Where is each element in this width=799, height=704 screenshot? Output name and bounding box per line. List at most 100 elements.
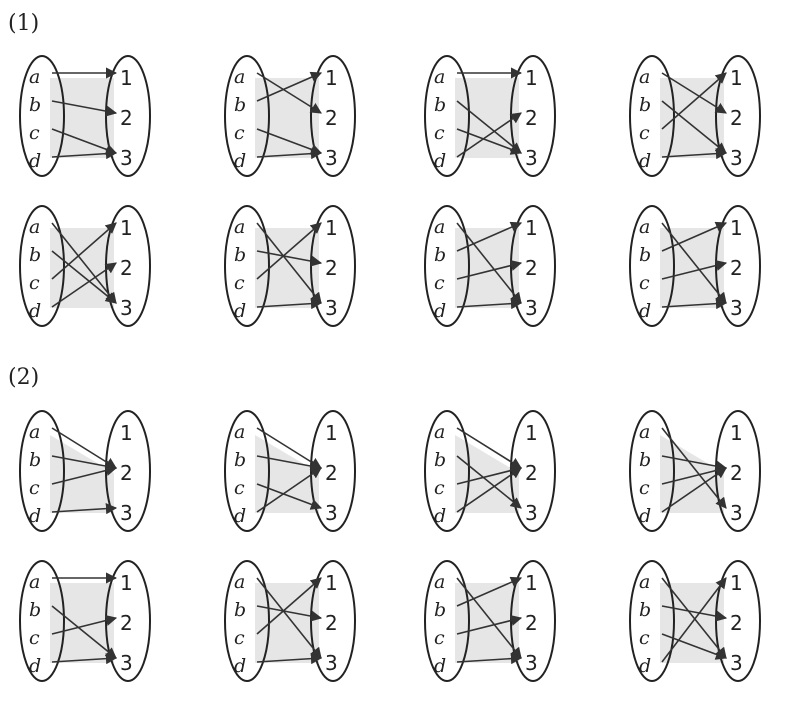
domain-element-a: a [639, 571, 650, 593]
domain-element-d: d [639, 150, 651, 172]
domain-oval [224, 560, 270, 682]
domain-element-b: b [639, 244, 651, 266]
domain-element-d: d [234, 300, 246, 322]
domain-element-a: a [639, 216, 650, 238]
domain-element-c: c [434, 627, 445, 649]
arrow-c-to-2 [51, 465, 118, 485]
codomain-element-1: 1 [525, 571, 538, 595]
domain-element-c: c [29, 272, 40, 294]
domain-oval [424, 560, 470, 682]
arrow-b-to-2 [661, 605, 728, 622]
arrow-d-to-2 [661, 467, 727, 513]
domain-element-b: b [639, 449, 651, 471]
domain-element-a: a [29, 216, 40, 238]
codomain-element-2: 2 [730, 611, 743, 635]
arrow-a-to-3 [456, 577, 522, 659]
arrow-a-to-3 [456, 222, 522, 304]
codomain-element-1: 1 [325, 216, 338, 240]
domain-oval [424, 410, 470, 532]
domain-element-d: d [434, 655, 446, 677]
domain-element-c: c [234, 477, 245, 499]
diagram-shade [255, 228, 319, 308]
arrow-a-to-3 [256, 222, 322, 304]
codomain-element-3: 3 [525, 651, 538, 675]
domain-element-c: c [29, 627, 40, 649]
arrow-c-to-1 [256, 577, 322, 635]
codomain-element-2: 2 [730, 256, 743, 280]
codomain-element-2: 2 [525, 611, 538, 635]
diagram-shade [455, 78, 519, 158]
codomain-element-2: 2 [730, 461, 743, 485]
domain-element-b: b [234, 449, 246, 471]
section-label-1: (1) [8, 11, 39, 36]
arrow-b-to-1 [256, 71, 323, 102]
domain-element-b: b [639, 599, 651, 621]
diagram-shade [660, 78, 724, 158]
codomain-element-3: 3 [730, 146, 743, 170]
diagram-grid: abcd123abcd123abcd123abcd123abcd123abcd1… [19, 55, 761, 682]
diagram-shade [50, 228, 114, 308]
domain-oval [224, 205, 270, 327]
arrow-b-to-2 [51, 100, 118, 117]
arrow-b-to-2 [256, 455, 323, 472]
domain-element-c: c [639, 122, 650, 144]
codomain-element-3: 3 [525, 146, 538, 170]
domain-element-d: d [29, 655, 41, 677]
arrow-c-to-3 [256, 483, 323, 510]
domain-element-a: a [434, 66, 445, 88]
codomain-element-1: 1 [325, 66, 338, 90]
domain-element-b: b [29, 244, 41, 266]
arrow-b-to-3 [51, 605, 117, 659]
codomain-oval [715, 55, 761, 177]
domain-element-b: b [639, 94, 651, 116]
domain-element-b: b [29, 449, 41, 471]
codomain-element-3: 3 [525, 296, 538, 320]
domain-oval [424, 205, 470, 327]
domain-oval [19, 410, 65, 532]
codomain-element-3: 3 [325, 651, 338, 675]
arrow-d-to-1 [661, 577, 727, 663]
arrow-d-to-3 [256, 298, 323, 310]
arrow-a-to-3 [661, 427, 727, 509]
domain-element-a: a [29, 571, 40, 593]
arrow-b-to-3 [456, 455, 522, 509]
domain-element-c: c [639, 627, 650, 649]
domain-element-a: a [434, 216, 445, 238]
codomain-element-1: 1 [325, 421, 338, 445]
codomain-element-3: 3 [120, 651, 133, 675]
domain-element-b: b [29, 599, 41, 621]
codomain-element-1: 1 [525, 66, 538, 90]
domain-element-c: c [234, 122, 245, 144]
codomain-element-3: 3 [325, 146, 338, 170]
arrow-c-to-3 [661, 633, 728, 660]
domain-element-b: b [434, 94, 446, 116]
arrow-a-to-3 [661, 577, 727, 659]
domain-oval [424, 55, 470, 177]
arrow-b-to-2 [256, 605, 323, 622]
arrow-d-to-3 [661, 148, 728, 160]
domain-element-a: a [234, 66, 245, 88]
codomain-element-3: 3 [120, 501, 133, 525]
arrow-d-to-3 [51, 503, 118, 515]
arrow-c-to-1 [51, 222, 117, 280]
codomain-element-2: 2 [525, 461, 538, 485]
codomain-element-3: 3 [120, 296, 133, 320]
domain-element-c: c [434, 272, 445, 294]
arrow-b-to-1 [456, 576, 523, 607]
domain-oval [19, 55, 65, 177]
codomain-element-1: 1 [525, 216, 538, 240]
codomain-element-3: 3 [325, 296, 338, 320]
arrow-d-to-2 [456, 112, 522, 158]
arrow-b-to-1 [456, 221, 523, 252]
codomain-element-1: 1 [120, 571, 133, 595]
domain-element-c: c [639, 477, 650, 499]
arrow-d-to-2 [256, 467, 322, 513]
domain-oval [224, 410, 270, 532]
arrow-a-to-3 [661, 222, 727, 304]
